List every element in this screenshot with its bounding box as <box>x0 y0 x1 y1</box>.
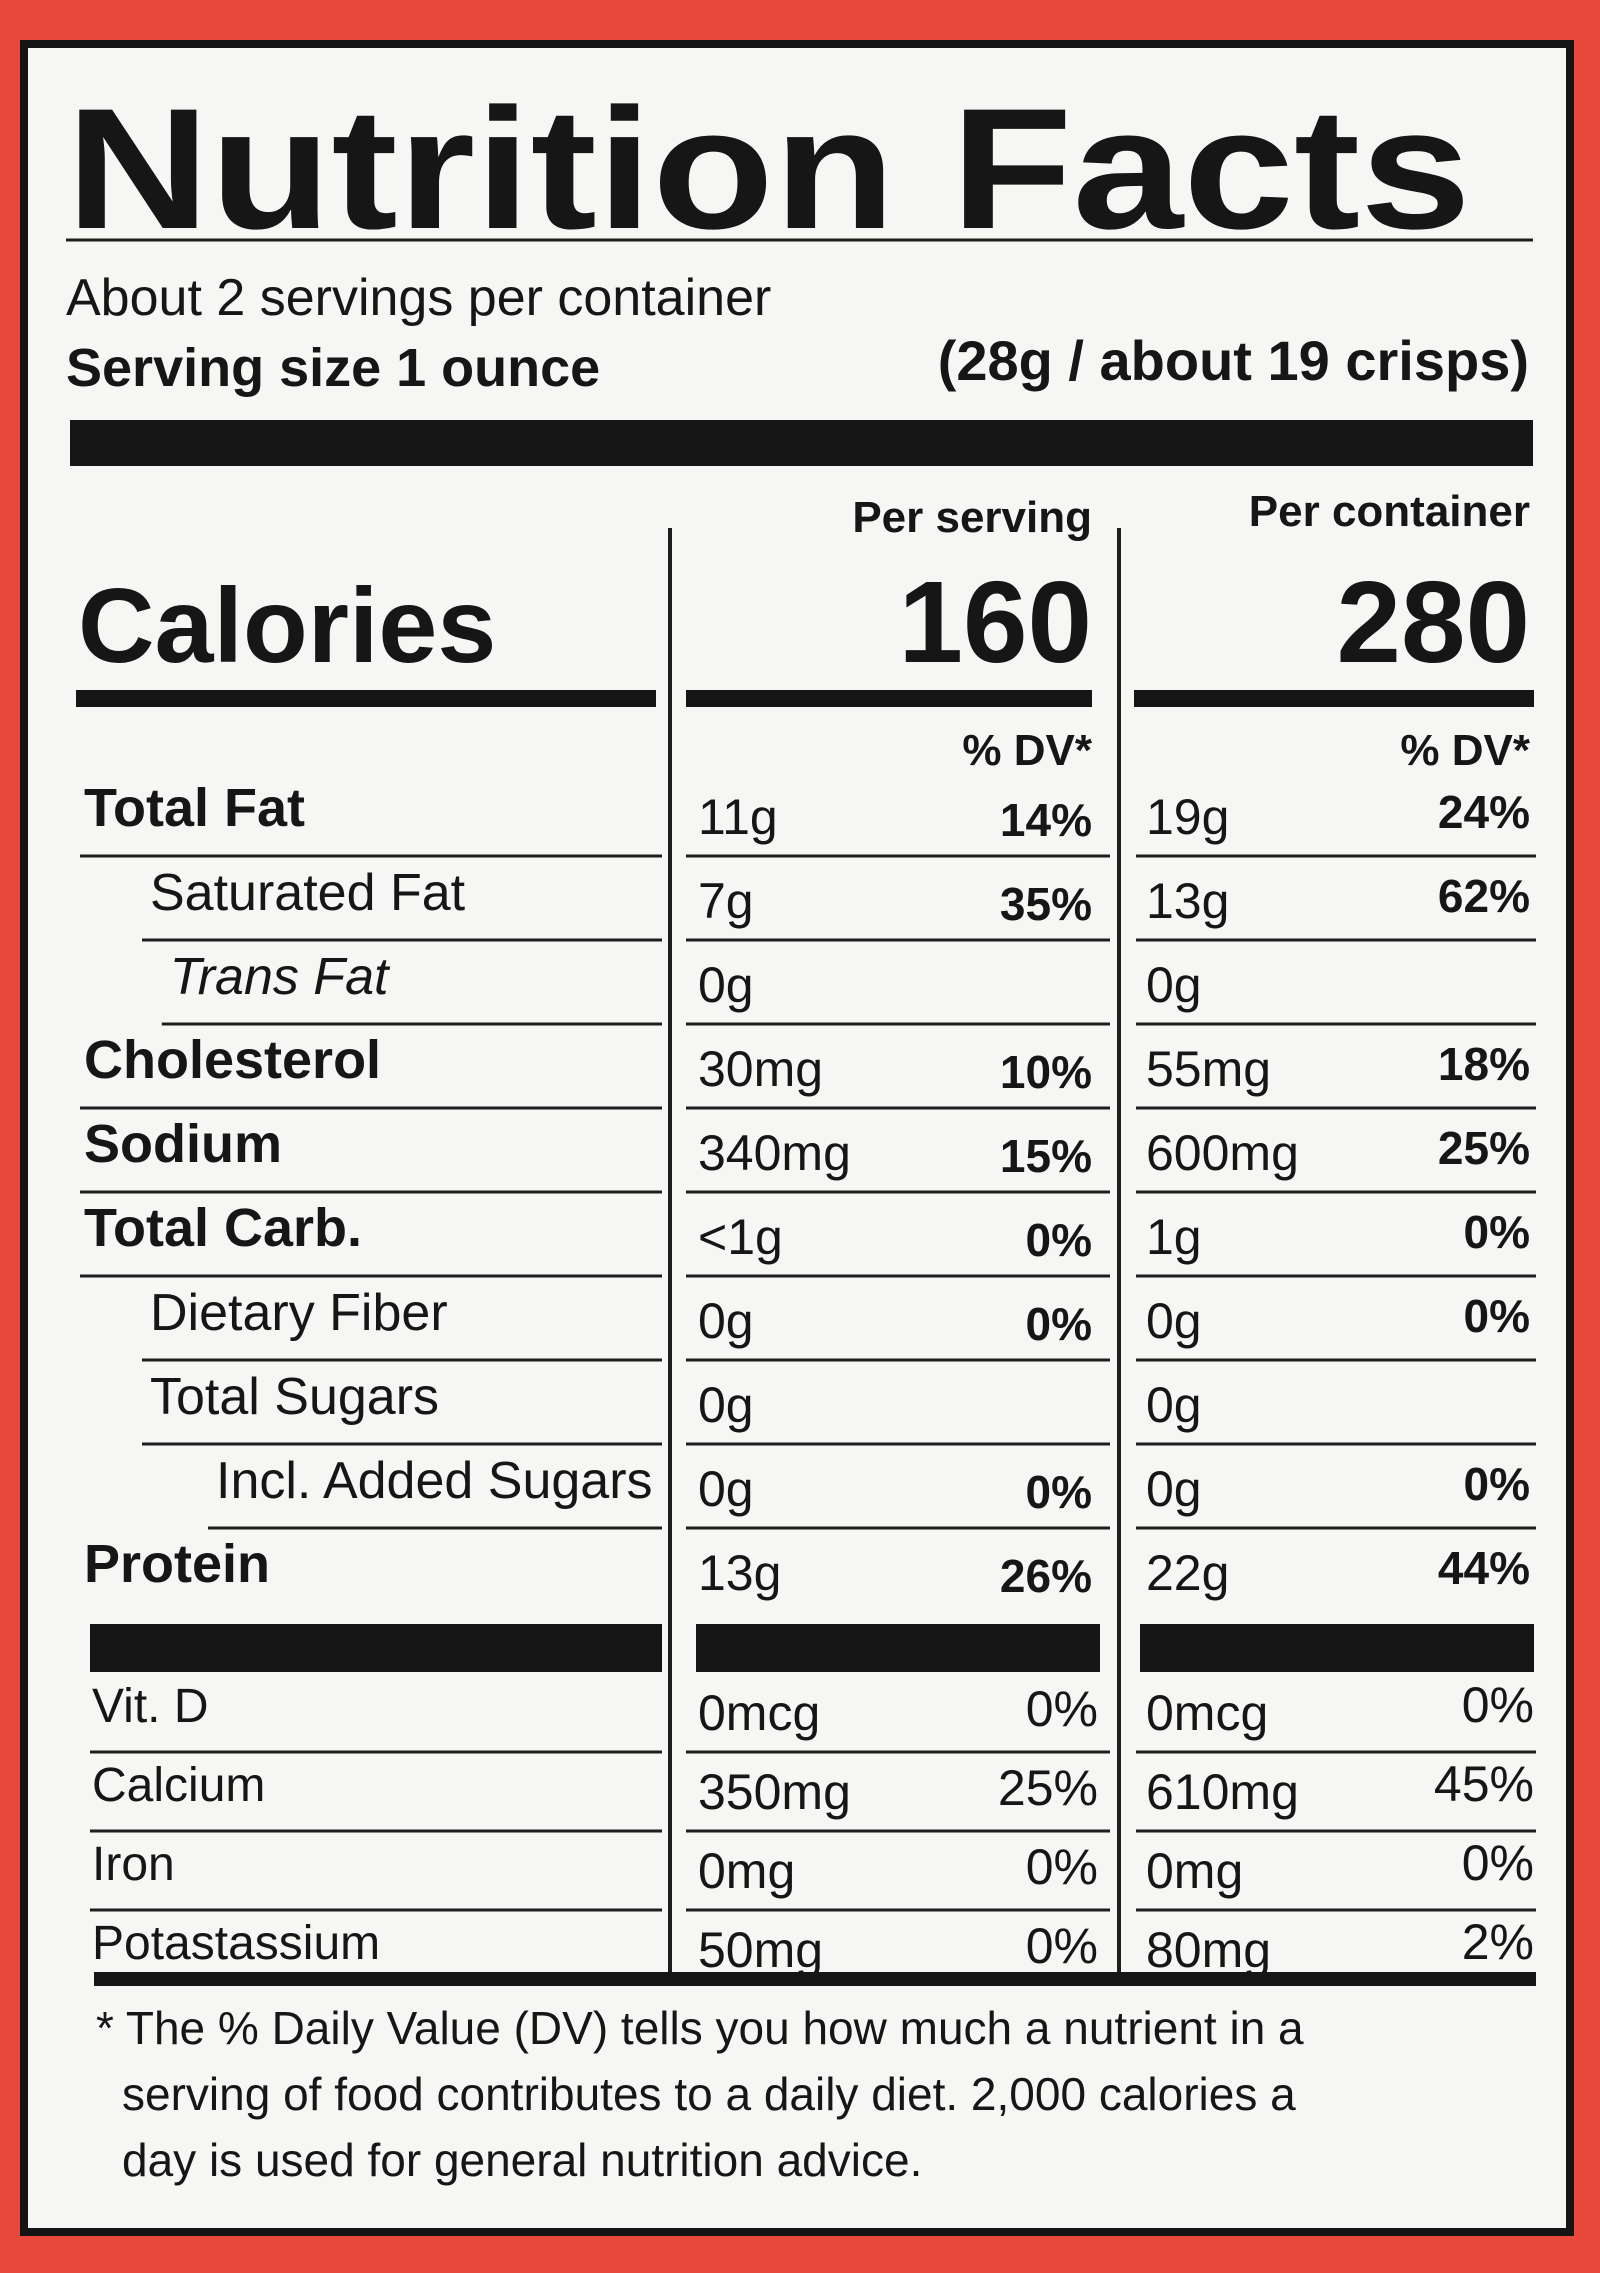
serving-size-label: Serving size 1 ounce <box>66 338 600 398</box>
calories-label: Calories <box>78 567 496 685</box>
amount: 0mg <box>698 1843 795 1899</box>
vitamin-name: Potastassium <box>92 1917 380 1970</box>
daily-value: 0% <box>1026 1918 1098 1974</box>
title: Nutrition Facts <box>66 73 1471 265</box>
section-rule <box>696 1624 1100 1672</box>
daily-value: 0% <box>1464 1206 1530 1258</box>
daily-value: 0% <box>1462 1835 1534 1891</box>
footnote-line: serving of food contributes to a daily d… <box>122 2068 1296 2120</box>
amount: 22g <box>1146 1545 1229 1601</box>
amount: 0mg <box>1146 1843 1243 1899</box>
daily-value: 0% <box>1462 1677 1534 1733</box>
amount: 13g <box>698 1545 781 1601</box>
daily-value: 14% <box>1000 794 1092 846</box>
amount: 0g <box>698 1461 754 1517</box>
amount: 0g <box>1146 1293 1202 1349</box>
calories-rule <box>686 690 1092 707</box>
footnote-line: day is used for general nutrition advice… <box>122 2134 922 2186</box>
servings: About 2 servings per container <box>66 269 771 327</box>
nutrient-name-bold: Sodium <box>84 1114 282 1174</box>
daily-value: 2% <box>1462 1914 1534 1970</box>
amount: 0g <box>1146 1461 1202 1517</box>
daily-value: 0% <box>1026 1298 1092 1350</box>
amount: 55mg <box>1146 1041 1271 1097</box>
amount: 0g <box>1146 957 1202 1013</box>
dv-header: % DV* <box>962 726 1092 775</box>
section-rule <box>1140 1624 1534 1672</box>
nutrient-name-bold: Total Carb. <box>84 1198 362 1258</box>
amount: 610mg <box>1146 1764 1299 1820</box>
vitamin-name: Vit. D <box>92 1680 208 1733</box>
amount: 13g <box>1146 873 1229 929</box>
calories-rule <box>1134 690 1534 707</box>
amount: 0g <box>698 1377 754 1433</box>
amount: 0mcg <box>698 1685 820 1741</box>
amount: <1g <box>698 1209 783 1265</box>
amount: 0mcg <box>1146 1685 1268 1741</box>
daily-value: 18% <box>1438 1038 1530 1090</box>
nutrient-name-bold: Total Fat <box>84 778 305 838</box>
daily-value: 62% <box>1438 870 1530 922</box>
daily-value: 0% <box>1026 1681 1098 1737</box>
daily-value: 0% <box>1026 1466 1092 1518</box>
amount: 50mg <box>698 1922 823 1978</box>
daily-value: 24% <box>1438 786 1530 838</box>
nutrient-name: Incl. Added Sugars <box>216 1452 653 1510</box>
daily-value: 25% <box>998 1760 1098 1816</box>
label-panel <box>20 40 1574 2236</box>
dv-header: % DV* <box>1400 726 1530 775</box>
amount: 350mg <box>698 1764 851 1820</box>
serving-size-value: (28g / about 19 crisps) <box>938 329 1529 392</box>
nutrient-name-bold: Protein <box>84 1534 270 1594</box>
amount: 30mg <box>698 1041 823 1097</box>
calories-rule <box>76 690 656 707</box>
amount: 340mg <box>698 1125 851 1181</box>
daily-value: 10% <box>1000 1046 1092 1098</box>
daily-value: 25% <box>1438 1122 1530 1174</box>
amount: 600mg <box>1146 1125 1299 1181</box>
amount: 0g <box>1146 1377 1202 1433</box>
nutrient-name: Trans Fat <box>170 948 391 1006</box>
amount: 1g <box>1146 1209 1202 1265</box>
nutrient-name: Saturated Fat <box>150 864 466 922</box>
section-rule <box>90 1624 662 1672</box>
amount: 80mg <box>1146 1922 1271 1978</box>
calories-value: 280 <box>1336 557 1530 687</box>
daily-value: 45% <box>1434 1756 1534 1812</box>
bottom-rule <box>94 1972 1536 1986</box>
thick-rule <box>70 420 1533 466</box>
amount: 19g <box>1146 789 1229 845</box>
amount: 0g <box>698 957 754 1013</box>
amount: 7g <box>698 873 754 929</box>
footnote-line: * The % Daily Value (DV) tells you how m… <box>96 2002 1304 2054</box>
daily-value: 0% <box>1026 1839 1098 1895</box>
nutrient-name: Dietary Fiber <box>150 1284 448 1342</box>
column-header: Per serving <box>852 493 1092 542</box>
daily-value: 35% <box>1000 878 1092 930</box>
calories-value: 160 <box>898 557 1092 687</box>
amount: 11g <box>698 789 778 845</box>
daily-value: 0% <box>1026 1214 1092 1266</box>
daily-value: 0% <box>1464 1458 1530 1510</box>
vitamin-name: Iron <box>92 1838 175 1891</box>
daily-value: 26% <box>1000 1550 1092 1602</box>
amount: 0g <box>698 1293 754 1349</box>
nutrient-name: Total Sugars <box>150 1368 439 1426</box>
daily-value: 0% <box>1464 1290 1530 1342</box>
daily-value: 44% <box>1438 1542 1530 1594</box>
nutrient-name-bold: Cholesterol <box>84 1030 381 1090</box>
column-header: Per container <box>1249 487 1530 536</box>
daily-value: 15% <box>1000 1130 1092 1182</box>
vitamin-name: Calcium <box>92 1759 265 1812</box>
